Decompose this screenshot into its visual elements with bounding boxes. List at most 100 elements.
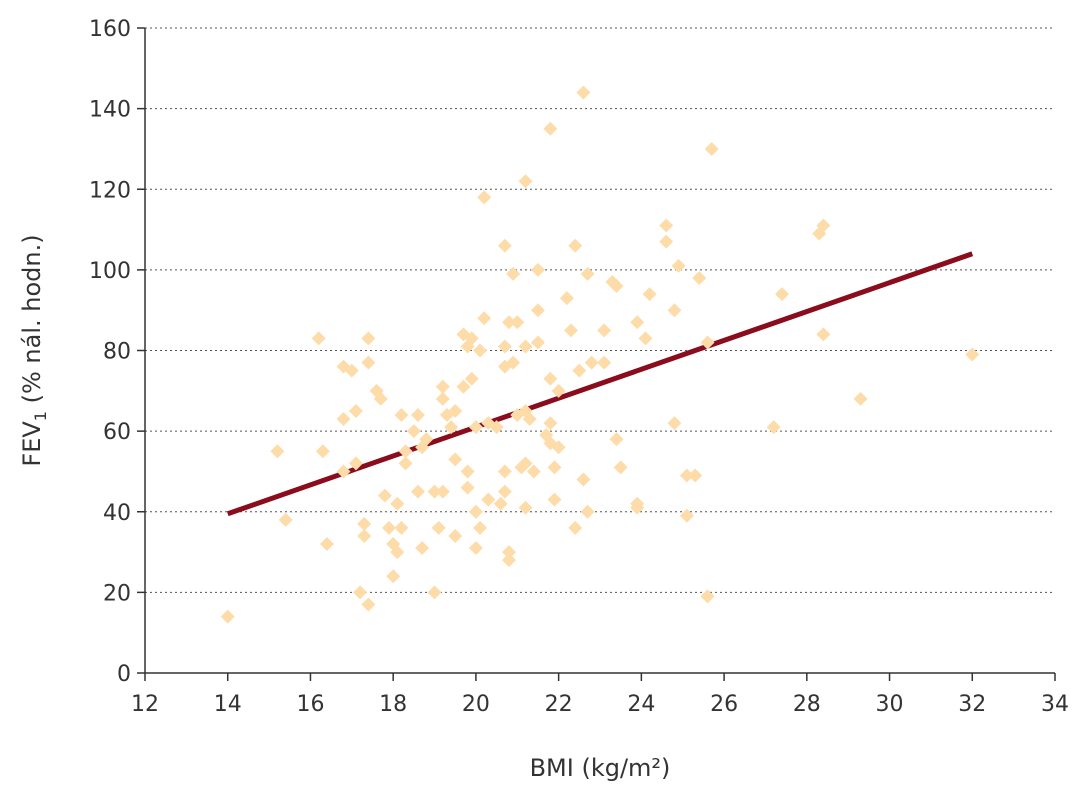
grid-lines — [145, 27, 1055, 593]
data-point-56 — [468, 420, 483, 435]
data-point-125 — [688, 468, 703, 483]
data-point-13 — [357, 516, 372, 531]
data-point-105 — [580, 504, 595, 519]
data-point-127 — [700, 335, 715, 350]
data-point-89 — [543, 121, 558, 136]
x-tick-label-22: 22 — [545, 692, 573, 717]
data-point-38 — [431, 520, 446, 535]
y-tick-label-80: 80 — [103, 340, 131, 365]
data-point-84 — [526, 464, 541, 479]
data-point-14 — [357, 528, 372, 543]
data-point-45 — [448, 452, 463, 467]
data-point-30 — [406, 424, 421, 439]
y-tick-label-40: 40 — [103, 501, 131, 526]
data-point-5 — [320, 537, 334, 551]
data-point-29 — [398, 456, 413, 471]
data-point-68 — [497, 484, 512, 499]
data-point-51 — [460, 464, 475, 479]
data-point-64 — [493, 496, 508, 511]
x-tick-label-32: 32 — [958, 692, 986, 717]
data-point-27 — [394, 408, 409, 422]
data-point-96 — [551, 440, 566, 455]
data-point-122 — [671, 258, 686, 273]
data-point-3 — [311, 331, 326, 346]
data-point-113 — [630, 315, 645, 330]
data-point-31 — [411, 408, 425, 422]
data-point-135 — [853, 391, 868, 406]
data-point-100 — [568, 520, 583, 535]
data-point-79 — [518, 339, 533, 354]
y-tick-label-160: 160 — [89, 17, 131, 42]
y-tick-label-100: 100 — [89, 259, 131, 284]
data-point-87 — [530, 335, 545, 350]
data-point-97 — [559, 291, 574, 306]
data-point-103 — [576, 472, 591, 487]
data-point-86 — [530, 303, 545, 318]
data-point-78 — [518, 174, 533, 189]
data-point-17 — [361, 597, 376, 612]
data-point-108 — [597, 323, 612, 338]
data-point-52 — [464, 331, 479, 346]
data-point-95 — [551, 383, 566, 398]
data-point-83 — [522, 412, 537, 427]
data-point-134 — [816, 327, 831, 342]
data-point-81 — [518, 456, 533, 471]
data-point-73 — [506, 266, 521, 281]
data-point-121 — [667, 416, 682, 431]
data-point-106 — [584, 355, 599, 370]
y-axis-title-subscript: 1 — [31, 411, 50, 421]
x-tick-label-26: 26 — [710, 692, 738, 717]
data-point-48 — [456, 379, 471, 394]
data-point-124 — [679, 508, 694, 523]
data-point-33 — [415, 541, 430, 556]
data-point-57 — [473, 343, 488, 358]
data-point-8 — [336, 464, 351, 479]
data-point-102 — [576, 85, 591, 100]
x-tick-labels: 12 14 16 18 20 22 24 26 28 30 32 34 — [131, 692, 1069, 717]
data-point-119 — [659, 234, 674, 249]
data-point-25 — [390, 496, 405, 511]
data-point-69 — [497, 464, 512, 479]
data-point-118 — [659, 218, 674, 233]
data-point-94 — [547, 492, 562, 507]
data-point-116 — [638, 331, 653, 346]
data-point-46 — [448, 403, 463, 418]
data-point-93 — [547, 460, 562, 475]
x-tick-label-16: 16 — [296, 692, 324, 717]
data-point-120 — [667, 303, 682, 318]
data-point-10 — [348, 403, 363, 418]
y-tick-label-140: 140 — [89, 98, 131, 123]
data-point-66 — [497, 339, 512, 354]
x-axis-title: BMI (kg/m²) — [530, 754, 671, 782]
x-tick-label-30: 30 — [876, 692, 904, 717]
data-point-0 — [220, 609, 235, 624]
data-point-55 — [468, 541, 483, 556]
data-point-63 — [489, 420, 504, 435]
data-point-60 — [477, 190, 492, 205]
data-point-21 — [382, 520, 397, 535]
data-point-101 — [572, 363, 587, 378]
y-axis-title: FEV1 (% nál. hodn.) — [18, 234, 50, 466]
data-point-44 — [448, 528, 463, 543]
data-point-59 — [477, 311, 492, 326]
x-tick-label-24: 24 — [627, 692, 655, 717]
data-point-111 — [609, 432, 624, 447]
data-point-130 — [766, 420, 781, 435]
data-point-4 — [315, 444, 330, 459]
data-point-11 — [348, 456, 363, 471]
y-tick-label-0: 0 — [117, 662, 131, 687]
x-tick-label-20: 20 — [462, 692, 490, 717]
data-point-131 — [775, 287, 789, 302]
data-point-16 — [361, 355, 376, 370]
data-point-37 — [427, 484, 442, 499]
data-point-12 — [353, 585, 368, 600]
data-point-40 — [435, 379, 450, 394]
data-point-65 — [497, 238, 512, 253]
y-tick-labels: 0 20 40 60 80 100 120 140 160 — [89, 17, 131, 687]
data-point-115 — [630, 500, 645, 515]
y-axis-title-main: FEV — [18, 421, 46, 467]
x-tick-label-18: 18 — [379, 692, 407, 717]
x-tick-label-12: 12 — [131, 692, 159, 717]
data-point-19 — [373, 391, 388, 406]
